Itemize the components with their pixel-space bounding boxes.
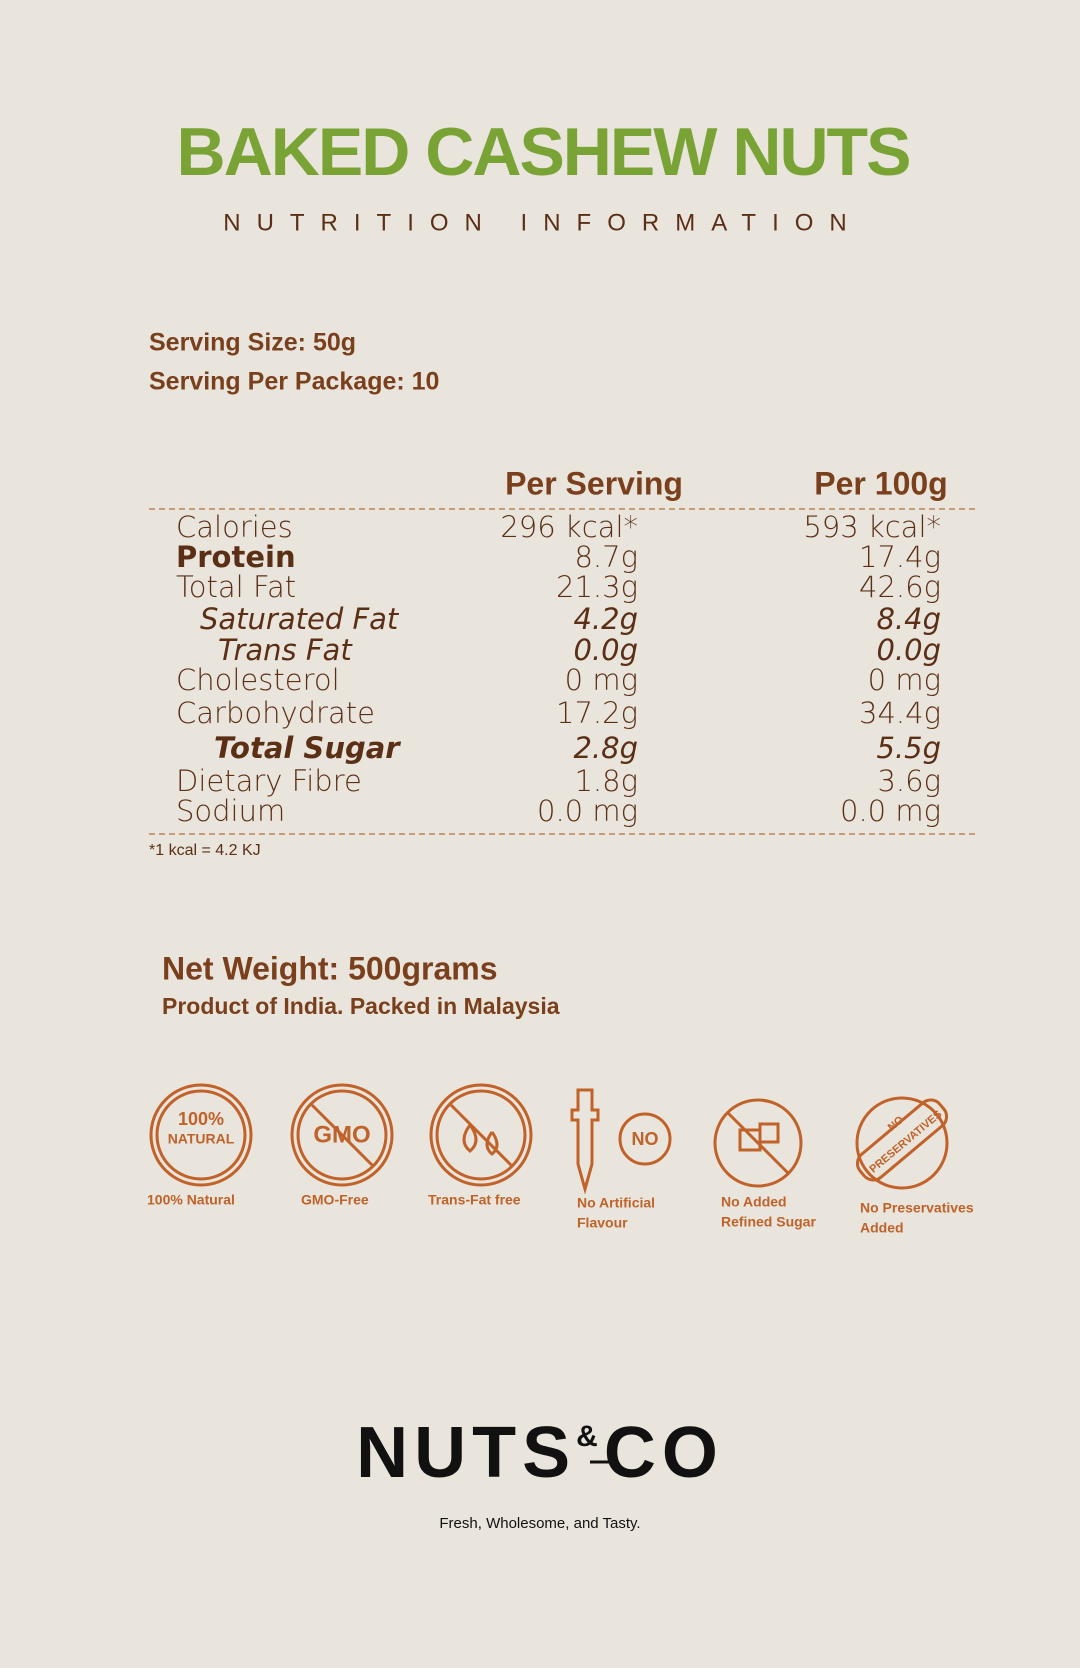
brand-left: NUTS — [356, 1413, 576, 1493]
per-serving: 2.8g — [573, 731, 638, 765]
per-serving: 8.7g — [574, 540, 638, 574]
per-100g: 0 mg — [868, 663, 941, 697]
net-weight: Net Weight: 500grams — [162, 950, 498, 986]
row-label: Protein — [176, 540, 296, 574]
badge-label: Flavour — [577, 1215, 628, 1231]
per-100g: 593 kcal* — [803, 510, 941, 544]
per-100g: 0.0 mg — [840, 794, 941, 828]
per-100g: 34.4g — [859, 696, 941, 730]
serving-per-package: Serving Per Package: 10 — [149, 368, 439, 396]
per-serving: 0.0 mg — [537, 794, 638, 828]
row-label: Calories — [176, 510, 293, 544]
badge-label: 100% Natural — [147, 1192, 235, 1208]
badge-icon-text: GMO — [313, 1121, 370, 1148]
badge-icons — [149, 1083, 949, 1195]
footnote: *1 kcal = 4.2 KJ — [149, 842, 261, 859]
title: BAKED CASHEW NUTS — [177, 114, 910, 190]
per-serving: 0 mg — [565, 663, 638, 697]
column-header: Per Serving — [505, 465, 683, 501]
row-label: Total Sugar — [214, 731, 401, 765]
per-100g: 3.6g — [877, 764, 941, 798]
per-serving: 296 kcal* — [500, 510, 638, 544]
per-serving: 17.2g — [556, 696, 638, 730]
row-label: Trans Fat — [218, 633, 353, 667]
per-100g: 8.4g — [876, 602, 941, 636]
brand: NUTS&CO — [356, 1413, 724, 1493]
subtitle: NUTRITION INFORMATION — [223, 209, 863, 236]
badge-icon-text: NO — [632, 1129, 659, 1149]
per-serving: 1.8g — [574, 764, 638, 798]
serving-size: Serving Size: 50g — [149, 329, 356, 357]
badge-label: GMO-Free — [301, 1192, 369, 1208]
row-label: Dietary Fibre — [176, 764, 362, 798]
badge-icon-text: 100% — [178, 1109, 224, 1129]
per-100g: 0.0g — [876, 633, 941, 667]
row-label: Total Fat — [176, 570, 296, 604]
row-label: Cholesterol — [176, 663, 340, 697]
badge-label: Added — [860, 1220, 904, 1236]
row-label: Sodium — [176, 794, 285, 828]
per-100g: 5.5g — [876, 731, 941, 765]
badge-label: No Artificial — [577, 1195, 655, 1211]
badge-label: No Preservatives — [860, 1200, 974, 1216]
row-label: Carbohydrate — [176, 696, 375, 730]
badge-label: Refined Sugar — [721, 1214, 816, 1230]
badge-label: No Added — [721, 1194, 787, 1210]
badge-icon-text: NATURAL — [168, 1131, 235, 1147]
per-serving: 21.3g — [556, 570, 638, 604]
per-100g: 17.4g — [859, 540, 941, 574]
badge-label: Trans-Fat free — [428, 1192, 521, 1208]
per-100g: 42.6g — [859, 570, 941, 604]
column-header: Per 100g — [814, 465, 947, 501]
brand-right: CO — [604, 1413, 724, 1493]
per-serving: 0.0g — [573, 633, 638, 667]
tagline: Fresh, Wholesome, and Tasty. — [439, 1515, 640, 1532]
origin: Product of India. Packed in Malaysia — [162, 993, 560, 1019]
per-serving: 4.2g — [573, 602, 638, 636]
row-label: Saturated Fat — [200, 602, 400, 636]
brand-amp: & — [576, 1420, 604, 1453]
